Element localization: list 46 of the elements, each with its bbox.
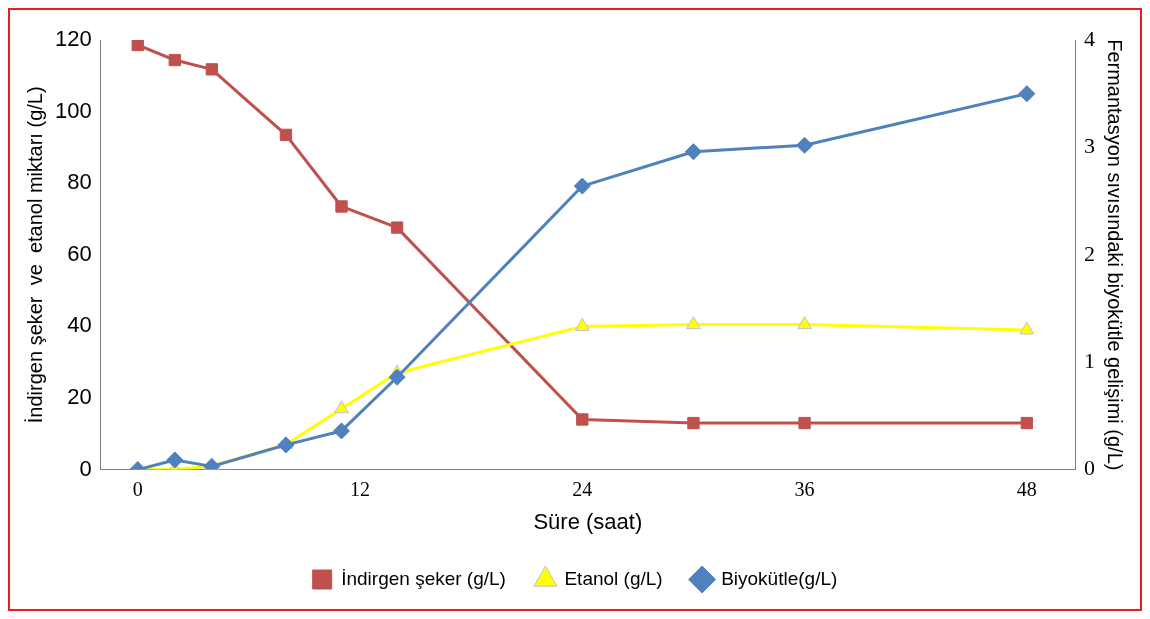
- legend-label: Biyokütle(g/L): [721, 567, 838, 589]
- point: [168, 53, 181, 67]
- point: [796, 136, 814, 154]
- y-tick-label: 80: [67, 169, 92, 195]
- y2-tick-label: 2: [1084, 240, 1095, 266]
- y2-tick-label: 1: [1084, 347, 1095, 373]
- y-tick-label: 120: [54, 26, 92, 52]
- point: [1020, 416, 1033, 430]
- y-tick-label: 100: [54, 97, 92, 123]
- point: [687, 416, 700, 430]
- y-axis-title: İndirgen şeker ve etanol miktarı (g/L): [23, 86, 46, 424]
- point: [277, 436, 295, 454]
- point: [131, 40, 144, 52]
- point: [205, 63, 218, 76]
- y-tick-label: 60: [67, 240, 92, 266]
- point: [390, 221, 404, 234]
- x-tick-label: 12: [350, 477, 371, 500]
- point: [574, 317, 590, 331]
- y-tick-label: 0: [79, 455, 92, 481]
- x-tick-label: 24: [572, 477, 593, 500]
- point: [684, 143, 702, 161]
- point: [1019, 321, 1035, 335]
- point: [334, 400, 349, 414]
- point: [335, 200, 348, 213]
- y2-tick-label: 4: [1084, 25, 1095, 51]
- y-tick-label: 20: [67, 384, 92, 410]
- x-tick-label: 48: [1016, 477, 1037, 500]
- y2-tick-label: 3: [1084, 133, 1095, 159]
- point: [166, 451, 184, 469]
- x-tick-label: 36: [794, 477, 815, 500]
- x-tick-label: 0: [132, 477, 143, 500]
- legend-label: Etanol (g/L): [564, 567, 663, 589]
- point: [279, 128, 293, 142]
- y2-axis-title: Fermantasyon sıvısındaki biyokütle gelişimi (g/L): [1104, 39, 1127, 471]
- legend-label: İndirgen şeker (g/L): [341, 567, 506, 589]
- point: [576, 413, 589, 426]
- point: [573, 177, 591, 195]
- point: [798, 416, 811, 430]
- point: [797, 316, 812, 330]
- x-axis-title: Süre (saat): [533, 508, 643, 534]
- y-tick-label: 40: [67, 312, 92, 338]
- y2-tick-label: 0: [1084, 455, 1095, 481]
- point: [1018, 85, 1036, 103]
- point: [686, 316, 701, 330]
- point: [333, 422, 350, 440]
- point: [388, 368, 406, 386]
